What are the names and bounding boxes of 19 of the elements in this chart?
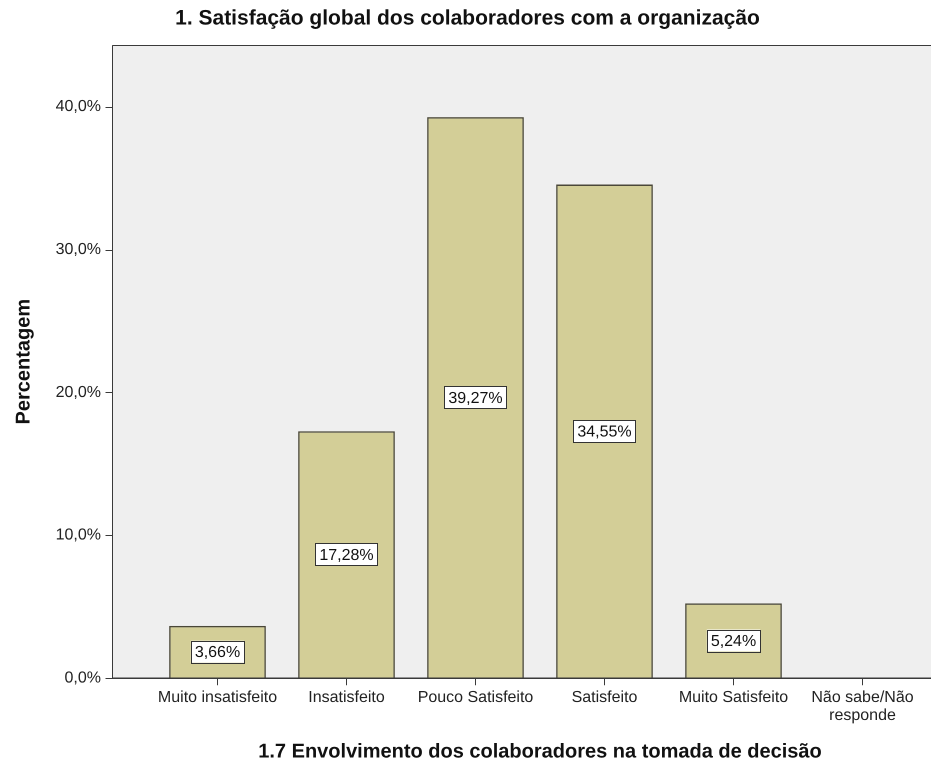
x-axis-title: 1.7 Envolvimento dos colaboradores na tomada de decisão xyxy=(258,740,822,763)
data-label: 5,24% xyxy=(710,632,756,650)
y-axis-title: Percentagem xyxy=(12,298,35,425)
data-label: 3,66% xyxy=(194,644,240,662)
y-tick-label: 0,0% xyxy=(64,670,101,687)
data-label: 17,28% xyxy=(319,546,374,564)
y-tick-label: 30,0% xyxy=(56,240,101,258)
x-tick-label: Insatisfeito xyxy=(308,688,385,706)
y-tick-label: 10,0% xyxy=(56,526,101,544)
y-tick-label: 20,0% xyxy=(56,384,101,401)
x-tick-label: Muito Satisfeito xyxy=(678,688,788,706)
x-tick-label: Muito insatisfeito xyxy=(158,688,278,706)
x-tick-label: Satisfeito xyxy=(572,688,638,706)
y-tick-label: 40,0% xyxy=(56,98,101,116)
data-label: 39,27% xyxy=(448,390,503,407)
x-tick-label: Não sabe/Não responde xyxy=(811,688,914,724)
data-label: 34,55% xyxy=(577,424,632,441)
x-tick-label: Pouco Satisfeito xyxy=(418,688,534,706)
chart-title: 1. Satisfação global dos colaboradores com a organização xyxy=(175,6,760,30)
